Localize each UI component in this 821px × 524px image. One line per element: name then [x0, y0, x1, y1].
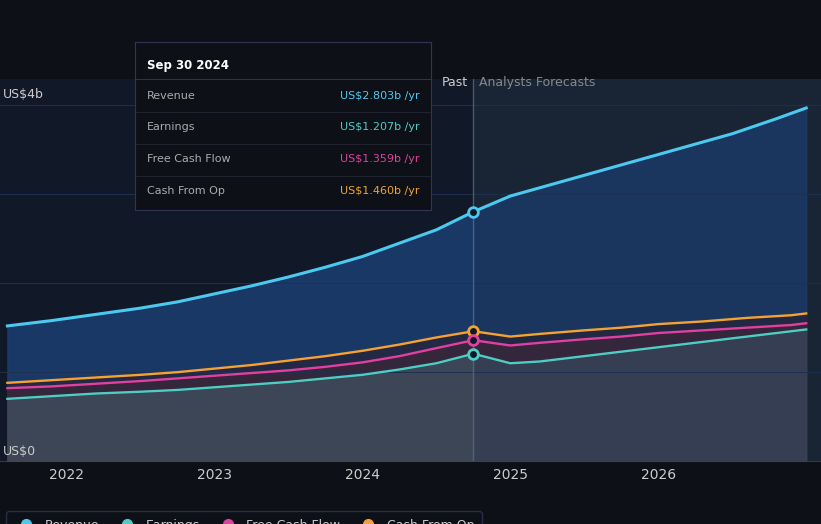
Text: Sep 30 2024: Sep 30 2024: [147, 59, 229, 72]
Text: US$1.207b /yr: US$1.207b /yr: [340, 123, 420, 133]
Text: US$4b: US$4b: [3, 88, 44, 101]
Text: Analysts Forecasts: Analysts Forecasts: [479, 77, 596, 89]
Text: Past: Past: [442, 77, 467, 89]
Text: Earnings: Earnings: [147, 123, 195, 133]
Text: Free Cash Flow: Free Cash Flow: [147, 154, 231, 165]
Text: Revenue: Revenue: [147, 91, 196, 101]
Legend: Revenue, Earnings, Free Cash Flow, Cash From Op: Revenue, Earnings, Free Cash Flow, Cash …: [7, 511, 482, 524]
Text: US$2.803b /yr: US$2.803b /yr: [340, 91, 420, 101]
Text: US$1.460b /yr: US$1.460b /yr: [340, 186, 420, 196]
Bar: [0, 79, 474, 461]
Bar: [474, 79, 821, 461]
Text: US$0: US$0: [3, 445, 36, 458]
Text: Cash From Op: Cash From Op: [147, 186, 225, 196]
Text: US$1.359b /yr: US$1.359b /yr: [340, 154, 420, 165]
